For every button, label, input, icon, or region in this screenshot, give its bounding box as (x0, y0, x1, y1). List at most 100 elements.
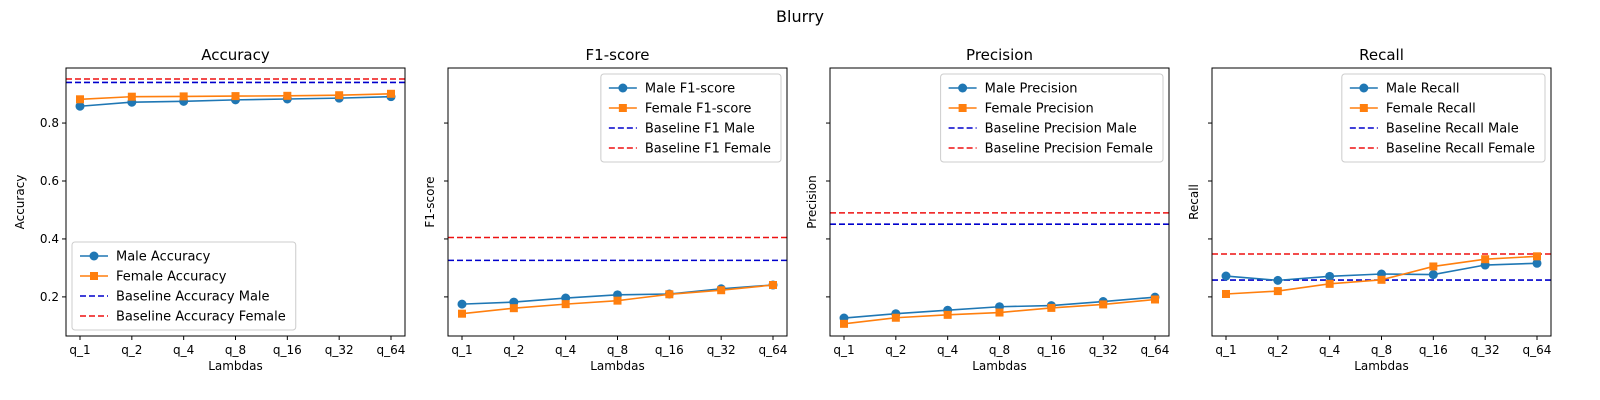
circle-marker (1325, 271, 1335, 281)
square-marker (1047, 303, 1056, 312)
x-tick-label: q_32 (1471, 343, 1500, 357)
square-marker (613, 296, 622, 305)
x-tick-label: q_8 (1371, 343, 1392, 357)
legend-label: Baseline Recall Female (1386, 142, 1535, 157)
legend-label: Baseline Recall Male (1386, 122, 1519, 137)
x-tick-label: q_16 (273, 343, 302, 357)
legend-label: Female Precision (985, 102, 1094, 117)
legend-label: Female Recall (1386, 102, 1476, 117)
x-axis-label: Lambdas (972, 359, 1027, 373)
legend-circle-marker (1359, 83, 1369, 93)
square-marker (1481, 255, 1490, 264)
legend-circle-marker (618, 83, 628, 93)
x-axis-label: Lambdas (208, 359, 263, 373)
x-tick-label: q_64 (1523, 343, 1552, 357)
x-tick-label: q_1 (1215, 343, 1236, 357)
y-axis-label: Recall (1187, 184, 1201, 220)
legend-label: Baseline Accuracy Male (116, 290, 270, 305)
x-tick-label: q_32 (325, 343, 354, 357)
x-tick-label: q_1 (451, 343, 472, 357)
x-tick-label: q_32 (707, 343, 736, 357)
figure-suptitle: Blurry (776, 7, 824, 26)
y-axis-label: F1-score (423, 176, 437, 227)
x-tick-label: q_1 (833, 343, 854, 357)
square-marker (1533, 252, 1541, 261)
legend-circle-marker (89, 251, 99, 261)
circle-marker (1532, 258, 1542, 268)
chart-title: Accuracy (201, 46, 270, 64)
square-marker (840, 319, 848, 328)
square-marker (283, 91, 292, 100)
legend: Male Precision Female Precision Baseline P… (940, 73, 1164, 163)
chart-panel-4: Recall q_1 q_2 q_4 q_8 q_16 q_32 q_64 Lambdas Rec… (1187, 46, 1552, 373)
square-marker (179, 92, 188, 101)
x-tick-label: q_1 (69, 343, 90, 357)
legend-box (1341, 73, 1546, 163)
y-tick-label: 0.2 (40, 290, 59, 304)
y-axis-label: Precision (805, 175, 819, 229)
legend: Male Accuracy Female Accuracy Baseline Acc… (71, 241, 297, 331)
y-tick-label: 0.4 (40, 232, 59, 246)
x-tick-label: q_64 (377, 343, 406, 357)
y-tick-label: 0.6 (40, 174, 59, 188)
legend-square-marker (958, 104, 967, 112)
x-tick-label: q_16 (655, 343, 684, 357)
chart-panel-1: Accuracy q_1 q_2 q_4 q_8 q_16 q_32 q_64 0.2 0.4 0.… (13, 46, 406, 373)
square-marker (717, 286, 726, 295)
legend-label: Male Accuracy (116, 250, 211, 265)
square-marker (1151, 295, 1159, 304)
square-marker (561, 300, 570, 309)
x-tick-label: q_32 (1089, 343, 1118, 357)
square-marker (943, 310, 952, 319)
square-marker (1429, 262, 1438, 271)
circle-marker (1221, 271, 1231, 281)
legend-label: Baseline F1 Female (645, 142, 771, 157)
circle-marker (457, 299, 467, 309)
legend-label: Baseline Precision Male (985, 122, 1137, 137)
x-tick-label: q_64 (759, 343, 788, 357)
legend-label: Male F1-score (645, 82, 735, 97)
legend-label: Male Precision (985, 82, 1078, 97)
x-tick-label: q_16 (1419, 343, 1448, 357)
x-axis-label: Lambdas (1354, 359, 1409, 373)
x-tick-label: q_2 (503, 343, 524, 357)
x-axis-label: Lambdas (590, 359, 645, 373)
x-tick-label: q_8 (607, 343, 628, 357)
square-marker (769, 281, 777, 290)
x-tick-label: q_4 (555, 343, 576, 357)
legend-label: Baseline Accuracy Female (116, 310, 286, 325)
square-marker (231, 92, 240, 101)
x-tick-label: q_4 (937, 343, 958, 357)
square-marker (509, 304, 518, 313)
circle-marker (1273, 275, 1283, 285)
y-tick-label: 0.8 (40, 116, 59, 130)
x-tick-label: q_64 (1141, 343, 1170, 357)
x-tick-label: q_8 (225, 343, 246, 357)
chart-panel-2: F1-score q_1 q_2 q_4 q_8 q_16 q_32 q_64 Lambdas F… (423, 46, 788, 373)
square-marker (1377, 275, 1386, 284)
x-tick-label: q_16 (1037, 343, 1066, 357)
legend: Male F1-score Female F1-score Baseline F1 … (600, 73, 782, 163)
square-marker (1099, 300, 1108, 309)
square-marker (891, 313, 900, 322)
square-marker (458, 309, 466, 318)
x-tick-label: q_2 (1267, 343, 1288, 357)
legend-box (600, 73, 782, 163)
legend-box (71, 241, 297, 331)
legend-label: Baseline Precision Female (985, 142, 1153, 157)
square-marker (1273, 287, 1282, 296)
square-marker (387, 89, 395, 98)
legend-square-marker (1359, 104, 1368, 112)
chart-title: Precision (966, 46, 1033, 64)
chart-title: Recall (1359, 46, 1404, 64)
legend-label: Female Accuracy (116, 270, 227, 285)
chart-title: F1-score (586, 46, 650, 64)
legend-box (940, 73, 1164, 163)
legend-label: Female F1-score (645, 102, 752, 117)
x-tick-label: q_4 (173, 343, 194, 357)
square-marker (335, 91, 344, 100)
square-marker (1325, 279, 1334, 288)
legend-square-marker (90, 272, 98, 280)
